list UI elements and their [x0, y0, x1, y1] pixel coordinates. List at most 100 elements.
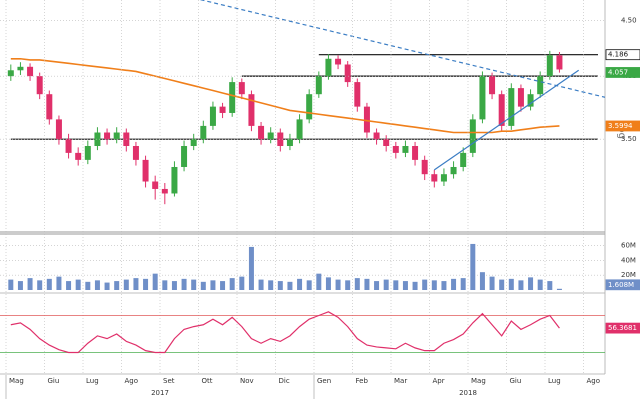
volume-bar [499, 279, 505, 290]
year-label: 2018 [459, 389, 477, 397]
candle-body [354, 82, 361, 107]
candle-body [363, 106, 370, 133]
y-tick-label: 3.50 [621, 135, 637, 143]
candle-body [75, 152, 82, 160]
volume-bar [17, 281, 23, 290]
x-tick-label: Lug [86, 377, 99, 385]
volume-bar [441, 281, 447, 290]
candle-body [181, 145, 188, 167]
x-tick-label: Giu [48, 377, 60, 385]
volume-bar [489, 276, 495, 290]
candle-body [537, 76, 544, 95]
volume-bar [75, 279, 81, 290]
volume-bar [200, 281, 206, 290]
volume-bar [123, 279, 129, 290]
candle-body [489, 76, 496, 95]
volume-bar [306, 280, 312, 290]
candle-body [258, 125, 265, 140]
candle-body [402, 145, 409, 153]
volume-bar [94, 280, 100, 290]
volume-bar [460, 278, 466, 290]
volume-bar [171, 281, 177, 290]
candle-body [479, 76, 486, 120]
volume-bar [248, 246, 254, 290]
volume-bar [547, 281, 553, 290]
candle-body [556, 55, 563, 70]
candle-body [527, 94, 534, 107]
candle-body [248, 94, 255, 126]
panel-separator [0, 231, 605, 235]
candle-body [315, 76, 322, 95]
last-close-label-box [605, 67, 640, 78]
rsi-label-box [605, 322, 640, 334]
candle-body [335, 58, 342, 65]
volume-bar [325, 277, 331, 290]
candle-body [161, 188, 168, 194]
volume-bar [268, 280, 274, 290]
volume-bar [210, 280, 216, 290]
ma-label: 3.5994 [608, 122, 633, 130]
candle-body [238, 82, 245, 95]
candle-body [431, 174, 438, 182]
candle-body [27, 66, 34, 77]
candle-body [142, 159, 149, 182]
volume-bar [37, 280, 43, 290]
y-tick-label: 40M [621, 256, 636, 264]
volume-bar [297, 278, 303, 290]
candle-body [383, 139, 390, 146]
x-tick-label: Apr [433, 377, 445, 385]
candle-body [517, 88, 524, 107]
candle-body [325, 58, 332, 77]
volume-bar [354, 278, 360, 290]
candle-body [171, 166, 178, 194]
candle-body [65, 139, 72, 153]
candle-body [209, 106, 216, 126]
volume-bar [412, 281, 418, 290]
volume-bar [287, 281, 293, 290]
candle-body [450, 166, 457, 175]
volume-bar [508, 278, 514, 290]
candle-body [17, 66, 24, 71]
volume-bar [393, 280, 399, 290]
candle-body [84, 145, 91, 160]
volume-bar [133, 278, 139, 290]
candle-body [286, 139, 293, 146]
volume-bar [451, 278, 457, 290]
x-tick-label: Giu [510, 377, 522, 385]
level-label-box [605, 49, 640, 61]
candle-body [460, 152, 467, 167]
candle-body [113, 132, 120, 140]
candle-body [306, 94, 313, 120]
volume-bar [422, 279, 428, 290]
candle-body [152, 181, 159, 189]
rsi-label: 56.3681 [608, 324, 637, 332]
y-tick-label: 20M [621, 271, 636, 279]
candle-body [277, 132, 284, 146]
rsi-line [10, 311, 560, 354]
volume-bar [152, 273, 158, 290]
volume-bar [470, 243, 476, 290]
volume-bar [56, 276, 62, 290]
volume-bar [114, 281, 120, 290]
volume-bar [46, 278, 52, 290]
ma-label-box [605, 120, 640, 132]
volume-bar [479, 272, 485, 290]
volume-bar [162, 280, 168, 290]
volume-bar [258, 279, 264, 290]
volume-bar [191, 279, 197, 290]
volume-bar [528, 277, 534, 290]
candle-body [55, 119, 62, 140]
y-tick-label: 60M [621, 241, 636, 249]
volume-bar [316, 273, 322, 290]
volume-label: 1.608M [608, 281, 634, 289]
candle-body [229, 82, 236, 113]
volume-bar [143, 278, 149, 290]
x-tick-label: Mag [9, 377, 24, 385]
candle-body [132, 145, 139, 160]
volume-bar [8, 279, 14, 290]
x-tick-label: Set [163, 377, 175, 385]
candle-body [296, 119, 303, 140]
volume-bar [27, 278, 33, 290]
